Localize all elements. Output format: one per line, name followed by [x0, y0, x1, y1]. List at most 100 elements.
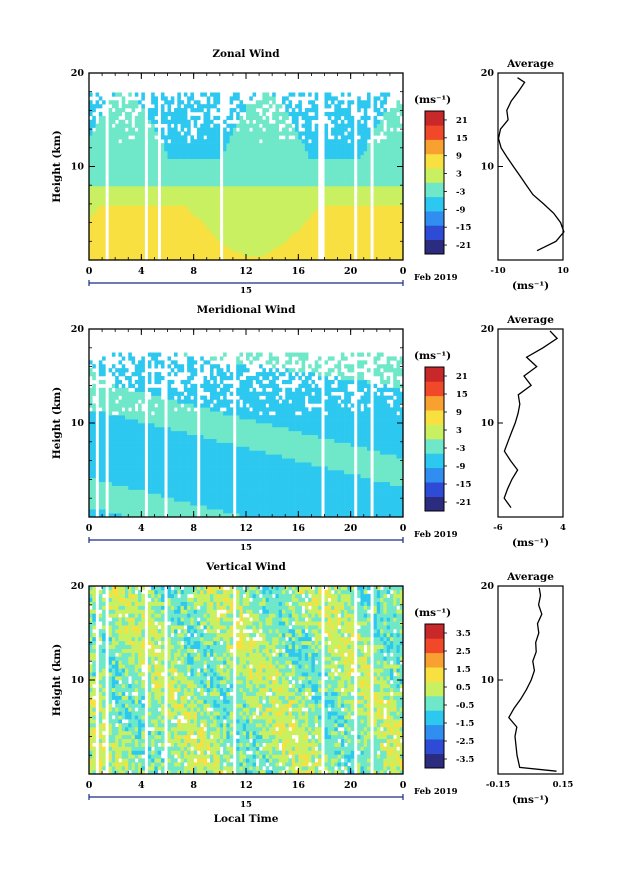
heatmap-cell [334, 193, 338, 198]
heatmap-cell [92, 139, 96, 144]
heatmap-cell [115, 111, 119, 117]
heatmap-cell [160, 481, 165, 486]
heatmap-cell [193, 493, 198, 498]
heatmap-cell [190, 415, 194, 420]
heatmap-cell [357, 139, 361, 144]
heatmap-cell [308, 205, 312, 210]
heatmap-cell [383, 154, 387, 160]
heatmap-cell [324, 256, 329, 261]
heatmap-cell [285, 248, 289, 253]
heatmap-cell [200, 485, 204, 490]
heatmap-cell [151, 185, 155, 191]
heatmap-cell [108, 119, 113, 124]
heatmap-cell [131, 197, 136, 202]
heatmap-cell [252, 185, 257, 191]
heatmap-cell [187, 509, 191, 514]
heatmap-cell [210, 92, 214, 97]
heatmap-cell [399, 174, 404, 179]
heatmap-cell [174, 256, 178, 261]
heatmap-cell [236, 224, 240, 230]
heatmap-cell [213, 244, 217, 249]
heatmap-cell [131, 489, 136, 494]
heatmap-cell [160, 434, 165, 439]
heatmap-cell [151, 135, 155, 140]
heatmap-cell [223, 162, 227, 167]
y-tick-label: 20 [71, 68, 85, 79]
heatmap-cell [193, 240, 198, 245]
heatmap-cell [193, 368, 198, 373]
heatmap-cell [399, 193, 404, 198]
heatmap-cell [255, 135, 260, 140]
heatmap-cell [187, 232, 191, 237]
heatmap-cell [193, 470, 198, 475]
heatmap-cell [200, 489, 204, 494]
heatmap-cell [331, 162, 335, 167]
heatmap-cell [363, 174, 368, 179]
heatmap-cell [131, 174, 136, 179]
heatmap-cell [308, 193, 312, 198]
heatmap-cell [246, 111, 250, 117]
heatmap-cell [229, 143, 234, 148]
heatmap-cell [210, 489, 214, 494]
heatmap-cell [396, 108, 401, 113]
heatmap-cell [236, 185, 240, 191]
heatmap-cell [200, 135, 204, 140]
heatmap-cell [128, 189, 132, 195]
heatmap-cell [151, 178, 155, 183]
heatmap-cell [357, 166, 361, 171]
heatmap-cell [281, 185, 286, 191]
heatmap-cell [236, 513, 240, 518]
heatmap-cell [301, 244, 306, 249]
heatmap-cell [118, 182, 123, 187]
heatmap-cell [108, 127, 113, 132]
heatmap-cell [124, 197, 129, 202]
heatmap-cell [324, 174, 329, 179]
heatmap-cell [115, 379, 119, 385]
heatmap-cell [170, 407, 175, 412]
heatmap-cell [200, 252, 204, 257]
heatmap-cell [170, 485, 175, 490]
heatmap-cell [154, 399, 158, 404]
heatmap-cell [157, 477, 162, 483]
heatmap-cell [124, 473, 129, 479]
heatmap-cell [167, 166, 172, 171]
heatmap-cell [102, 368, 106, 373]
heatmap-cell [111, 135, 116, 140]
heatmap-cell [304, 123, 309, 128]
heatmap-cell [255, 209, 260, 214]
heatmap-cell [389, 213, 394, 218]
heatmap-cell [111, 104, 116, 109]
heatmap-cell [180, 391, 185, 396]
heatmap-cell [154, 224, 158, 230]
heatmap-cell [160, 174, 165, 179]
heatmap-cell [177, 170, 181, 175]
heatmap-cell [396, 139, 401, 144]
heatmap-cell [393, 150, 397, 156]
heatmap-cell [246, 205, 250, 210]
colorbar-tick-label: -3 [456, 187, 466, 197]
heatmap-cell [255, 244, 260, 249]
heatmap-cell [151, 108, 155, 113]
heatmap-cell [124, 256, 129, 261]
heatmap-cell [226, 201, 230, 206]
heatmap-cell [141, 104, 145, 109]
heatmap-cell [272, 123, 276, 128]
heatmap-cell [115, 162, 119, 167]
heatmap-cell [383, 224, 387, 230]
heatmap-cell [219, 411, 224, 416]
heatmap-cell [147, 209, 152, 214]
heatmap-cell [108, 100, 113, 105]
heatmap-cell [314, 139, 319, 144]
heatmap-cell [376, 248, 381, 253]
heatmap-cell [177, 419, 181, 424]
heatmap-cell [344, 178, 348, 183]
heatmap-cell [183, 415, 188, 420]
heatmap-cell [203, 193, 208, 198]
heatmap-cell [154, 147, 158, 152]
heatmap-cell [151, 143, 155, 148]
heatmap-cell [177, 423, 181, 428]
heatmap-cell [170, 185, 175, 191]
heatmap-cell [138, 364, 142, 369]
heatmap-cell [291, 139, 296, 144]
heatmap-cell [160, 430, 165, 436]
